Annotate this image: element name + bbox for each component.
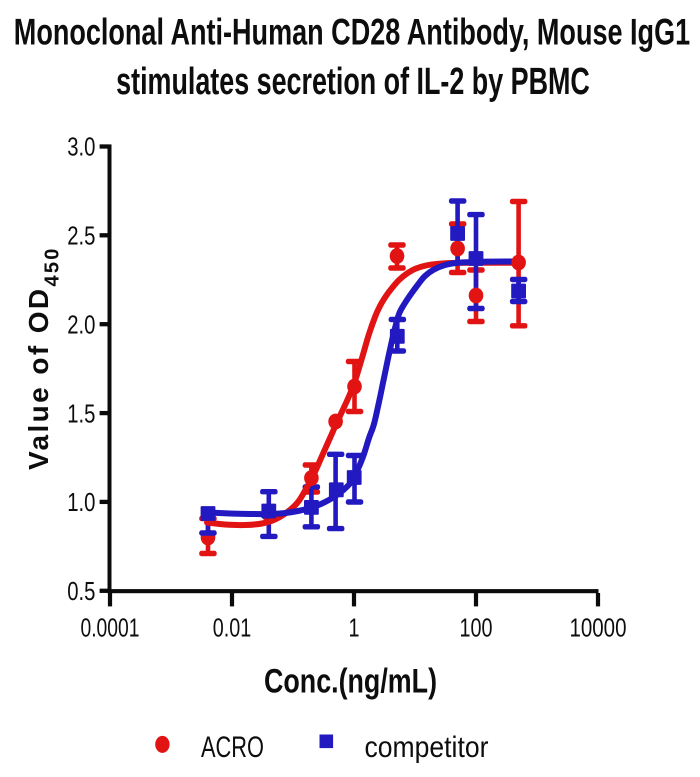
svg-text:2.0: 2.0 [67,310,95,339]
svg-text:0.5: 0.5 [67,577,95,606]
svg-text:1.0: 1.0 [67,488,95,517]
svg-text:0.01: 0.01 [213,613,251,642]
svg-text:Conc.(ng/mL): Conc.(ng/mL) [264,663,437,701]
svg-text:100: 100 [460,613,493,642]
svg-text:10000: 10000 [569,613,626,642]
svg-text:1.5: 1.5 [67,399,95,428]
svg-text:competitor: competitor [365,731,489,765]
svg-text:2.5: 2.5 [67,221,95,250]
svg-text:0.0001: 0.0001 [80,613,139,643]
svg-text:Monoclonal Anti-Human CD28 Ant: Monoclonal Anti-Human CD28 Antibody, Mou… [14,11,690,52]
svg-text:3.0: 3.0 [67,132,95,161]
svg-text:ACRO: ACRO [201,730,264,764]
svg-text:1: 1 [349,613,360,642]
svg-text:stimulates secretion of IL-2 b: stimulates secretion of IL-2 by PBMC [116,59,590,102]
